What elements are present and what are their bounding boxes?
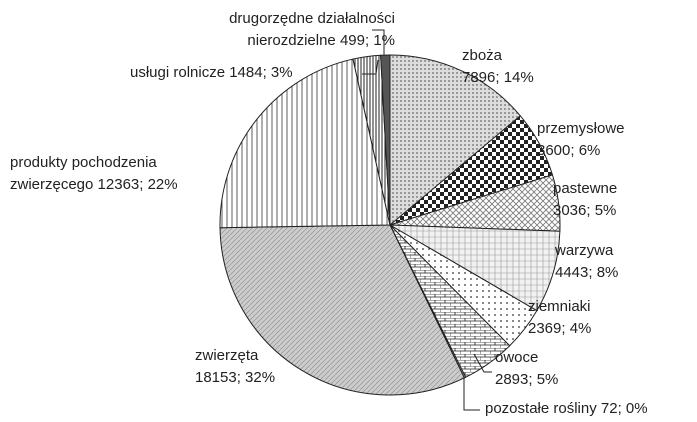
slice-value: 3600; 6% (537, 142, 601, 159)
slice-label: pozostałe rośliny 72; 0% (485, 398, 648, 420)
pie-slice (219, 58, 391, 229)
pie-slice (380, 54, 391, 226)
leader-lines (362, 29, 492, 411)
slice-label: owoce 2893; 5% (495, 347, 558, 391)
slice-value: 18153; 32% (195, 369, 276, 386)
slice-label: warzywa 4443; 8% (555, 240, 618, 284)
slice-value: 12363; 22% (97, 176, 178, 193)
slice-label: zwierzęta 18153; 32% (195, 345, 275, 389)
slice-name: warzywa (555, 242, 614, 259)
leader-line (362, 59, 379, 75)
slice-value: 499; 1% (339, 32, 395, 49)
slice-label: przemysłowe 3600; 6% (537, 118, 625, 162)
leader-line (372, 29, 385, 55)
slice-name: pozostałe rośliny (485, 400, 597, 417)
slice-label: pastewne 3036; 5% (553, 178, 617, 222)
leader-line (473, 353, 492, 373)
slice-name: przemysłowe (537, 120, 625, 137)
slice-name: pastewne (553, 180, 618, 197)
slice-label: zboża 7896; 14% (462, 45, 534, 89)
slice-name: owoce (495, 349, 539, 366)
slice-value: 4443; 8% (555, 264, 619, 281)
slice-label: ziemniaki 2369; 4% (528, 296, 591, 340)
slice-name: ziemniaki (528, 298, 591, 315)
slice-value: 72; 0% (600, 400, 648, 417)
slice-value: 7896; 14% (462, 69, 534, 86)
pie-slice (219, 224, 466, 396)
slice-label: usługi rolnicze 1484; 3% (130, 62, 293, 84)
slice-name: drugorzędne działalności nierozdzielne (229, 10, 395, 49)
slice-name: zboża (462, 47, 503, 64)
pie-slice (389, 54, 522, 227)
slice-name: zwierzęta (195, 347, 259, 364)
slice-name: usługi rolnicze (130, 64, 226, 81)
slice-label: drugorzędne działalności nierozdzielne 4… (180, 8, 395, 52)
leader-line (463, 378, 480, 411)
slice-name: produkty pochodzenia zwierzęcego (10, 154, 157, 193)
slice-value: 1484; 3% (229, 64, 293, 81)
slice-value: 2893; 5% (495, 371, 559, 388)
slice-value: 3036; 5% (553, 202, 617, 219)
slice-value: 2369; 4% (528, 320, 592, 337)
slice-label: produkty pochodzenia zwierzęcego 12363; … (10, 152, 190, 196)
